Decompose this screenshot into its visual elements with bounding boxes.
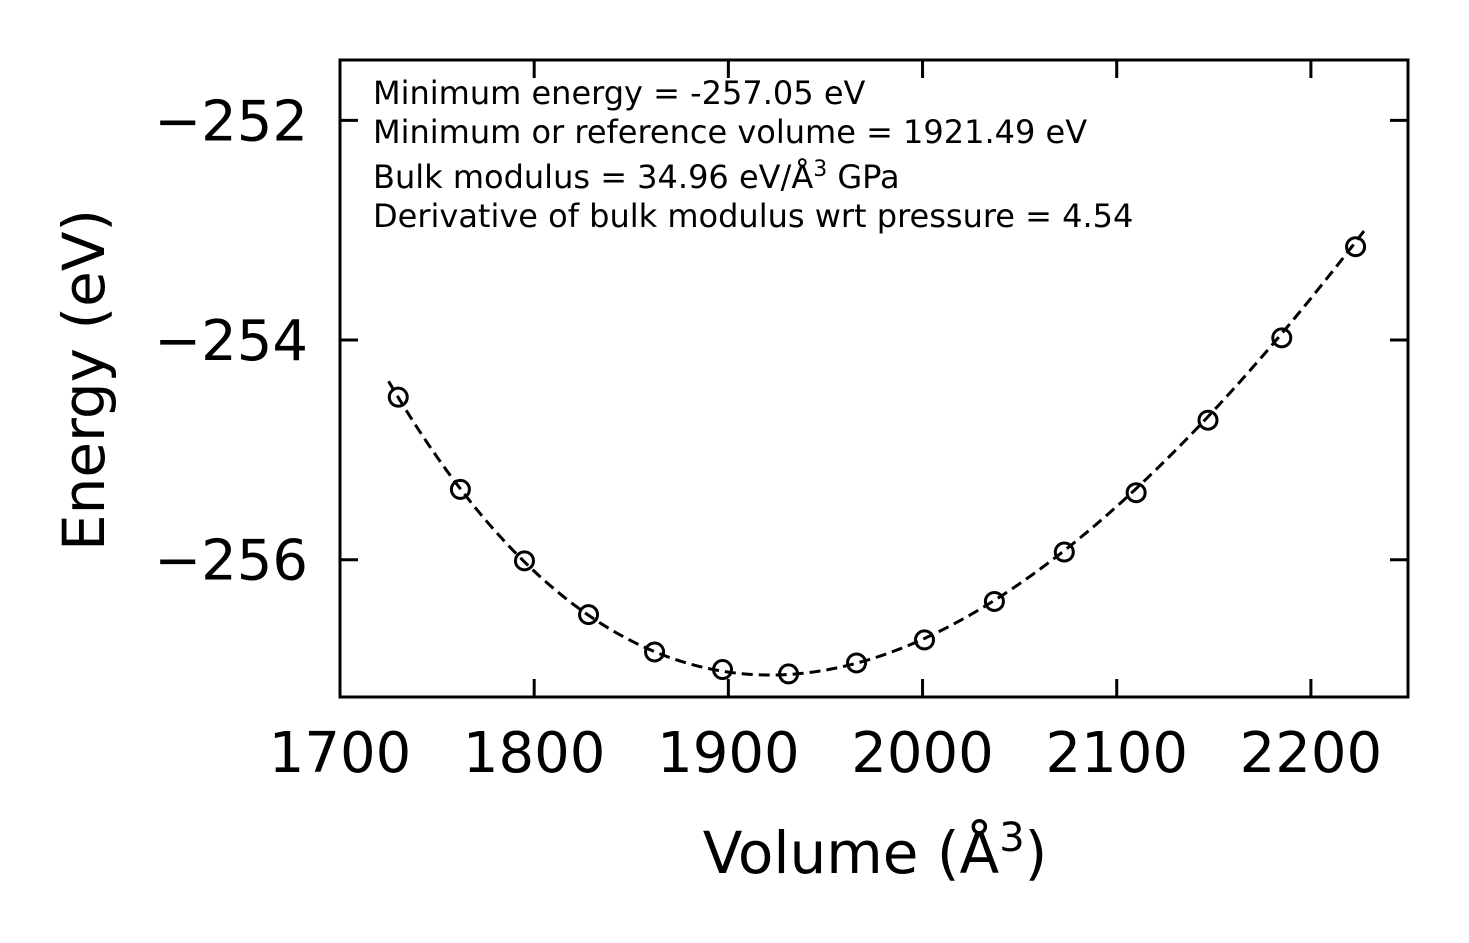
annotation-bulk-modulus-unit: GPa <box>827 158 899 196</box>
y-tick-label--252: −252 <box>154 89 308 154</box>
tick-labels: 1700 1800 1900 2000 2100 2200 −252 −254 −256 <box>154 89 1382 786</box>
annotation-bulk-modulus-main: Bulk modulus = 34.96 eV/Å <box>373 158 813 196</box>
data-point-13 <box>1271 327 1293 349</box>
data-point-5 <box>712 659 734 681</box>
x-tick-label-1800: 1800 <box>463 721 606 786</box>
annotation-min-volume: Minimum or reference volume = 1921.49 eV <box>373 113 1087 151</box>
y-tick-label--256: −256 <box>154 529 308 594</box>
data-point-11 <box>1125 482 1147 504</box>
data-point-12 <box>1197 409 1219 431</box>
x-axis-label: Volume (Å3) <box>703 815 1048 887</box>
data-point-4 <box>644 641 666 663</box>
data-point-14 <box>1345 236 1367 258</box>
axis-ticks <box>338 60 1408 697</box>
plot-frame <box>338 58 1410 699</box>
data-point-7 <box>846 652 868 674</box>
fit-curve-line <box>387 228 1367 677</box>
data-point-3 <box>578 604 600 626</box>
annotation-bulk-modulus-sup: 3 <box>813 157 827 182</box>
data-point-10 <box>1053 541 1075 563</box>
data-points-layer <box>387 236 1367 685</box>
x-tick-label-1700: 1700 <box>269 721 412 786</box>
x-axis-label-sup: 3 <box>999 815 1024 861</box>
annotation-block: Minimum energy = -257.05 eV Minimum or r… <box>373 74 1133 235</box>
annotation-bulk-modulus: Bulk modulus = 34.96 eV/Å3 GPa <box>373 157 900 196</box>
x-tick-label-1900: 1900 <box>657 721 800 786</box>
x-tick-label-2000: 2000 <box>851 721 994 786</box>
annotation-bulk-modulus-derivative: Derivative of bulk modulus wrt pressure … <box>373 197 1133 235</box>
data-point-6 <box>778 663 800 685</box>
data-point-9 <box>983 590 1005 612</box>
data-point-0 <box>387 386 409 408</box>
x-tick-label-2200: 2200 <box>1240 721 1383 786</box>
x-axis-label-main: Volume (Å <box>703 818 1000 887</box>
annotation-min-energy: Minimum energy = -257.05 eV <box>373 74 866 112</box>
fit-curve-layer <box>387 228 1367 677</box>
data-point-8 <box>913 629 935 651</box>
x-axis-label-tail: ) <box>1025 819 1048 887</box>
x-tick-label-2100: 2100 <box>1045 721 1188 786</box>
data-point-2 <box>513 550 535 572</box>
y-tick-label--254: −254 <box>154 309 308 374</box>
data-point-1 <box>449 478 471 500</box>
y-axis-label: Energy (eV) <box>50 209 118 551</box>
